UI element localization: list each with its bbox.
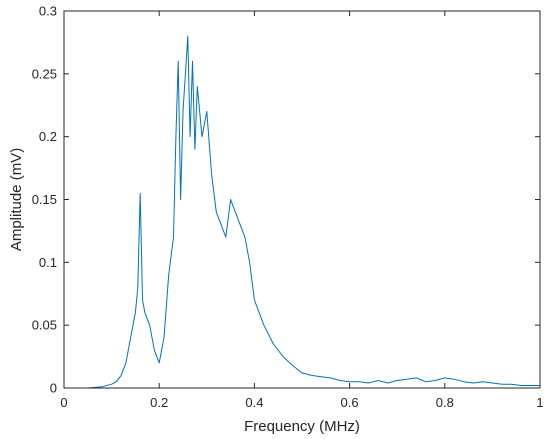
y-tick-label: 0.05 bbox=[32, 318, 57, 333]
y-tick-label: 0 bbox=[50, 381, 57, 396]
spectrum-series-line bbox=[64, 35, 540, 389]
y-axis-label: Amplitude (mV) bbox=[8, 148, 25, 251]
x-tick-label: 0.8 bbox=[436, 395, 454, 410]
plot-area bbox=[64, 11, 540, 388]
x-axis-label: Frequency (MHz) bbox=[244, 418, 360, 435]
x-tick-label: 0.6 bbox=[341, 395, 359, 410]
y-tick-label: 0.25 bbox=[32, 66, 57, 81]
x-tick-label: 0.2 bbox=[150, 395, 168, 410]
x-tick-label: 1 bbox=[536, 395, 543, 410]
x-tick-label: 0.4 bbox=[245, 395, 263, 410]
y-tick-label: 0.15 bbox=[32, 192, 57, 207]
y-tick-label: 0.1 bbox=[39, 255, 57, 270]
plot-box bbox=[63, 10, 541, 389]
y-tick-label: 0.3 bbox=[39, 4, 57, 19]
y-tick-label: 0.2 bbox=[39, 129, 57, 144]
x-tick-label: 0 bbox=[60, 395, 67, 410]
